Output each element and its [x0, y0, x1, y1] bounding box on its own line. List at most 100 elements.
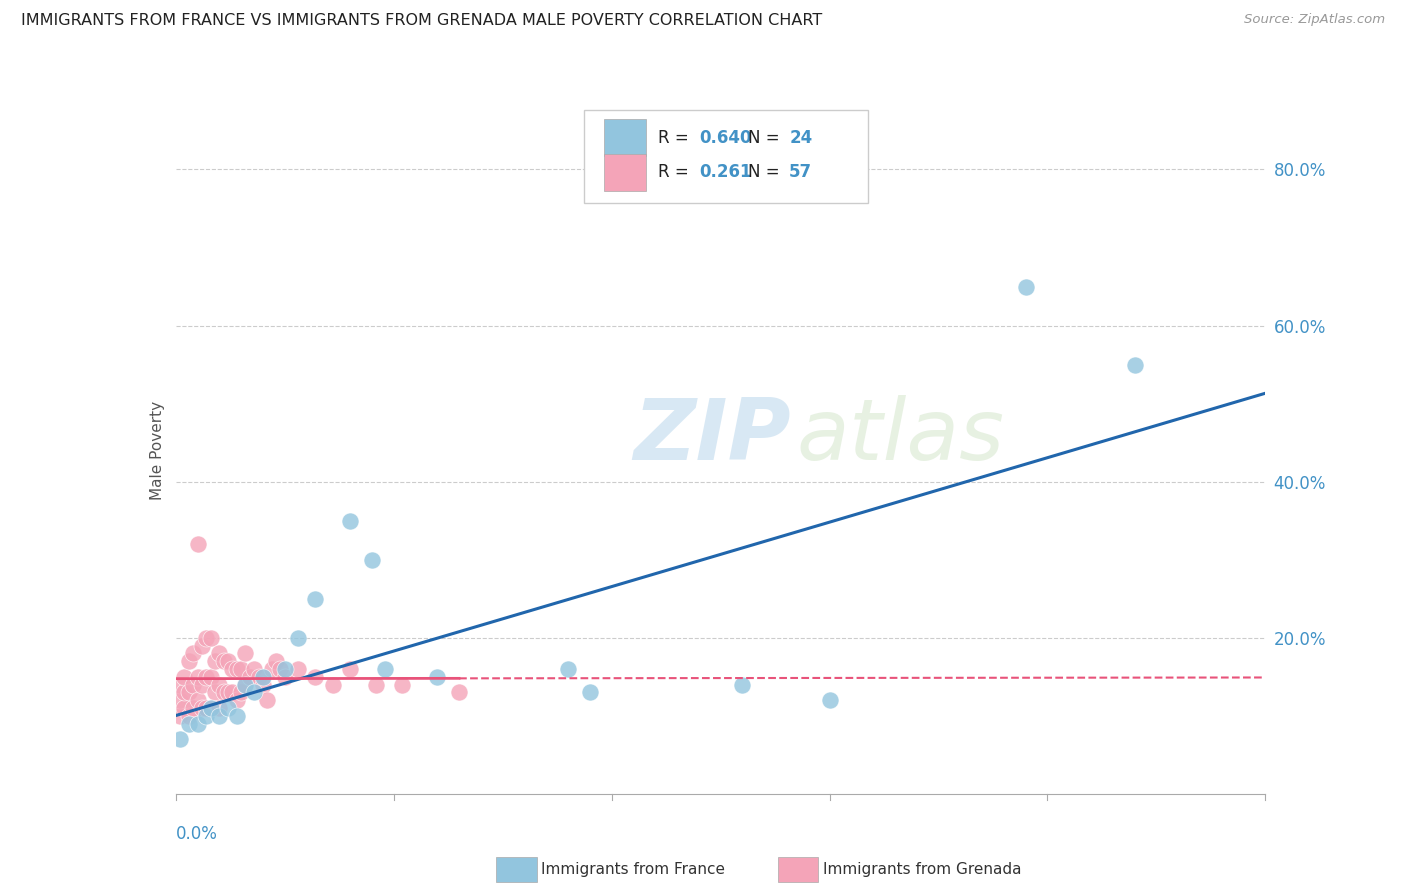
Text: Source: ZipAtlas.com: Source: ZipAtlas.com	[1244, 13, 1385, 27]
Point	[225, 662, 247, 676]
Point	[212, 654, 235, 668]
Point	[231, 685, 253, 699]
Point	[269, 662, 291, 676]
Point	[287, 631, 309, 645]
FancyBboxPatch shape	[585, 111, 868, 203]
Point	[200, 701, 222, 715]
Point	[217, 685, 239, 699]
Point	[260, 662, 283, 676]
Point	[426, 670, 449, 684]
Point	[208, 708, 231, 723]
Point	[274, 662, 297, 676]
Point	[169, 678, 191, 692]
Point	[225, 693, 247, 707]
Text: Immigrants from France: Immigrants from France	[541, 863, 725, 877]
Point	[200, 701, 222, 715]
Point	[243, 662, 266, 676]
Point	[173, 701, 195, 715]
Point	[239, 670, 262, 684]
FancyBboxPatch shape	[605, 153, 647, 191]
Point	[181, 646, 204, 660]
Point	[1123, 358, 1146, 372]
Point	[169, 732, 191, 747]
Point	[191, 678, 214, 692]
Text: R =: R =	[658, 129, 695, 147]
Point	[208, 678, 231, 692]
Point	[186, 716, 209, 731]
Point	[173, 685, 195, 699]
Point	[339, 514, 361, 528]
Text: R =: R =	[658, 163, 695, 181]
Point	[177, 654, 200, 668]
Point	[208, 701, 231, 715]
Point	[243, 685, 266, 699]
Point	[200, 670, 222, 684]
Point	[169, 693, 191, 707]
Point	[322, 678, 344, 692]
Text: 57: 57	[789, 163, 813, 181]
Text: 0.0%: 0.0%	[176, 825, 218, 843]
Point	[274, 670, 297, 684]
Point	[231, 662, 253, 676]
Point	[287, 662, 309, 676]
Point	[191, 639, 214, 653]
Point	[195, 670, 218, 684]
Point	[252, 678, 274, 692]
Point	[195, 631, 218, 645]
Text: 0.640: 0.640	[699, 129, 751, 147]
Point	[366, 678, 388, 692]
Point	[181, 701, 204, 715]
Point	[169, 708, 191, 723]
Text: 24: 24	[789, 129, 813, 147]
Point	[557, 662, 579, 676]
Point	[191, 701, 214, 715]
Point	[235, 646, 257, 660]
Point	[235, 678, 257, 692]
Point	[186, 670, 209, 684]
Text: atlas: atlas	[797, 395, 1005, 478]
Text: N =: N =	[748, 163, 785, 181]
Point	[177, 685, 200, 699]
Point	[195, 708, 218, 723]
Point	[252, 670, 274, 684]
Point	[731, 678, 754, 692]
Point	[247, 670, 270, 684]
Point	[204, 685, 226, 699]
Point	[304, 591, 326, 606]
Point	[221, 662, 243, 676]
Text: Immigrants from Grenada: Immigrants from Grenada	[823, 863, 1021, 877]
Point	[225, 708, 247, 723]
Point	[217, 654, 239, 668]
Text: IMMIGRANTS FROM FRANCE VS IMMIGRANTS FROM GRENADA MALE POVERTY CORRELATION CHART: IMMIGRANTS FROM FRANCE VS IMMIGRANTS FRO…	[21, 13, 823, 29]
Point	[177, 708, 200, 723]
Point	[339, 662, 361, 676]
Text: N =: N =	[748, 129, 785, 147]
Point	[200, 631, 222, 645]
Point	[818, 693, 841, 707]
Point	[264, 654, 287, 668]
Point	[217, 701, 239, 715]
Point	[579, 685, 602, 699]
Point	[256, 693, 278, 707]
Point	[304, 670, 326, 684]
Point	[1015, 279, 1038, 293]
Point	[447, 685, 470, 699]
FancyBboxPatch shape	[605, 120, 647, 156]
Point	[186, 537, 209, 551]
Point	[212, 685, 235, 699]
Point	[204, 654, 226, 668]
Point	[235, 678, 257, 692]
Point	[173, 670, 195, 684]
Point	[195, 701, 218, 715]
Point	[186, 693, 209, 707]
Point	[374, 662, 396, 676]
Point	[208, 646, 231, 660]
Point	[391, 678, 413, 692]
Y-axis label: Male Poverty: Male Poverty	[149, 401, 165, 500]
Point	[181, 678, 204, 692]
Text: ZIP: ZIP	[633, 395, 792, 478]
Point	[221, 685, 243, 699]
Text: 0.261: 0.261	[699, 163, 751, 181]
Point	[360, 552, 382, 567]
Point	[177, 716, 200, 731]
